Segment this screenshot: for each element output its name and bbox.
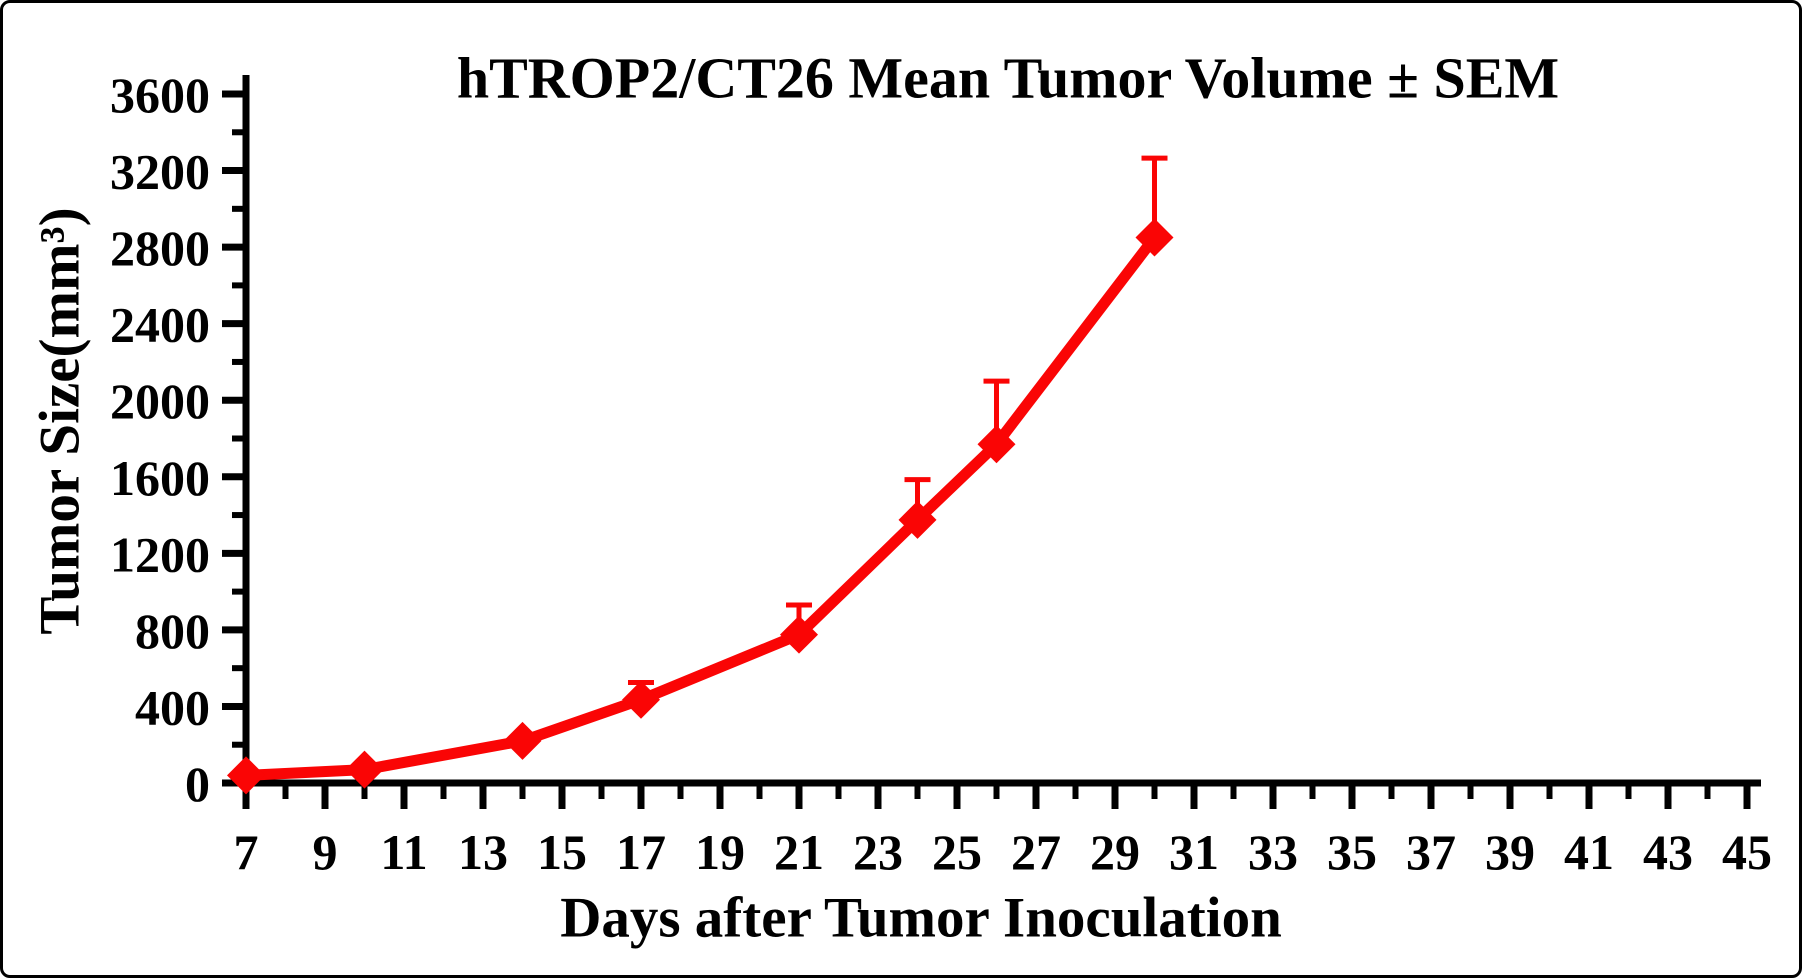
plot-canvas: 0 400 800 1200 1600 2000 2400 2800 3200 3600 7 9 11 1… <box>110 67 1772 880</box>
x-tick-label: 13 <box>458 824 508 880</box>
x-tick-label: 45 <box>1722 824 1772 880</box>
x-tick-label: 27 <box>1011 824 1061 880</box>
x-tick-label: 37 <box>1406 824 1456 880</box>
chart-title: hTROP2/CT26 Mean Tumor Volume ± SEM <box>456 45 1560 111</box>
x-tick-label: 11 <box>380 824 427 880</box>
x-tick-label: 25 <box>932 824 982 880</box>
y-tick-label: 2800 <box>110 220 210 276</box>
y-tick-label: 3600 <box>110 67 210 123</box>
data-point-marker <box>503 721 542 760</box>
x-tick-label: 7 <box>234 824 259 880</box>
x-tick-label: 17 <box>616 824 666 880</box>
x-tick-label: 33 <box>1248 824 1298 880</box>
data-series-line <box>240 232 1160 781</box>
x-tick-label: 31 <box>1169 824 1219 880</box>
x-tick-label: 41 <box>1564 824 1614 880</box>
x-tick-label: 35 <box>1327 824 1377 880</box>
data-point-marker <box>622 680 660 719</box>
y-tick-label: 2000 <box>110 373 210 429</box>
y-tick-label: 1200 <box>110 526 210 582</box>
x-tick-label: 23 <box>853 824 903 880</box>
data-point-marker <box>1135 218 1174 257</box>
data-point-marker <box>780 615 818 654</box>
x-tick-label: 29 <box>1090 824 1140 880</box>
data-point-marker <box>898 500 937 539</box>
x-tick-label: 43 <box>1643 824 1693 880</box>
y-tick-label: 2400 <box>110 297 210 353</box>
x-tick-label: 15 <box>537 824 587 880</box>
y-tick-label: 1600 <box>110 450 210 506</box>
y-tick-label: 3200 <box>110 144 210 200</box>
y-tick-label: 400 <box>135 679 210 735</box>
x-tick-label: 21 <box>774 824 824 880</box>
x-tick-label: 9 <box>313 824 338 880</box>
y-tick-label: 0 <box>185 756 210 812</box>
x-tick-label: 39 <box>1485 824 1535 880</box>
data-point-marker <box>345 750 384 789</box>
data-point-marker <box>227 756 265 795</box>
x-tick-label: 19 <box>695 824 745 880</box>
x-axis-title: Days after Tumor Inoculation <box>560 886 1282 950</box>
y-tick-label: 800 <box>135 603 210 659</box>
data-point-marker <box>977 425 1016 464</box>
